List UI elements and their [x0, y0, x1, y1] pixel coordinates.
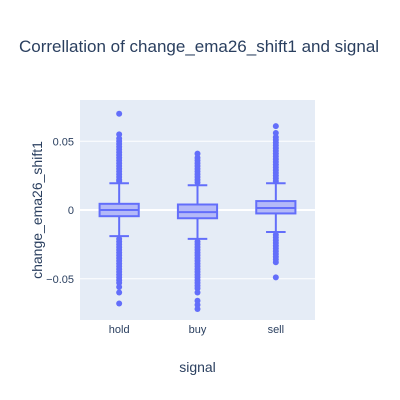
- outlier-point: [194, 179, 201, 186]
- outlier-point: [194, 297, 201, 304]
- x-tick-label-sell: sell: [268, 324, 285, 336]
- outlier-point: [272, 274, 279, 281]
- outlier-point: [116, 284, 123, 290]
- x-axis-title: signal: [179, 359, 216, 375]
- box-hold: [98, 110, 140, 307]
- box-buy: [176, 150, 219, 312]
- outlier-point: [272, 130, 279, 136]
- outlier-point: [194, 285, 201, 292]
- outlier-point: [194, 301, 201, 308]
- x-axis-ticks: hold buy sell: [109, 324, 284, 336]
- outlier-point: [116, 178, 123, 185]
- outlier-point: [194, 289, 201, 296]
- y-axis-ticks: 0.05 0 −0.05: [46, 136, 74, 286]
- outlier-point: [272, 178, 279, 185]
- y-tick-label: 0.05: [53, 136, 74, 148]
- boxes: [98, 110, 297, 312]
- outlier-point: [116, 300, 123, 307]
- outlier-point: [272, 259, 279, 266]
- outlier-point: [116, 279, 123, 286]
- x-tick-label-buy: buy: [189, 324, 207, 336]
- chart-title: Correllation of change_ema26_shift1 and …: [19, 37, 379, 56]
- x-tick-label-hold: hold: [109, 324, 130, 336]
- y-axis-title: change_ema26_shift1: [29, 141, 45, 279]
- outlier-point: [116, 289, 123, 296]
- outlier-point: [194, 150, 201, 157]
- box-sell: [255, 123, 297, 281]
- outlier-point: [116, 131, 123, 138]
- outlier-point: [194, 306, 201, 312]
- outlier-point: [272, 123, 279, 130]
- y-tick-label: −0.05: [46, 274, 74, 286]
- outlier-point: [116, 110, 123, 117]
- y-tick-label: 0: [68, 205, 74, 217]
